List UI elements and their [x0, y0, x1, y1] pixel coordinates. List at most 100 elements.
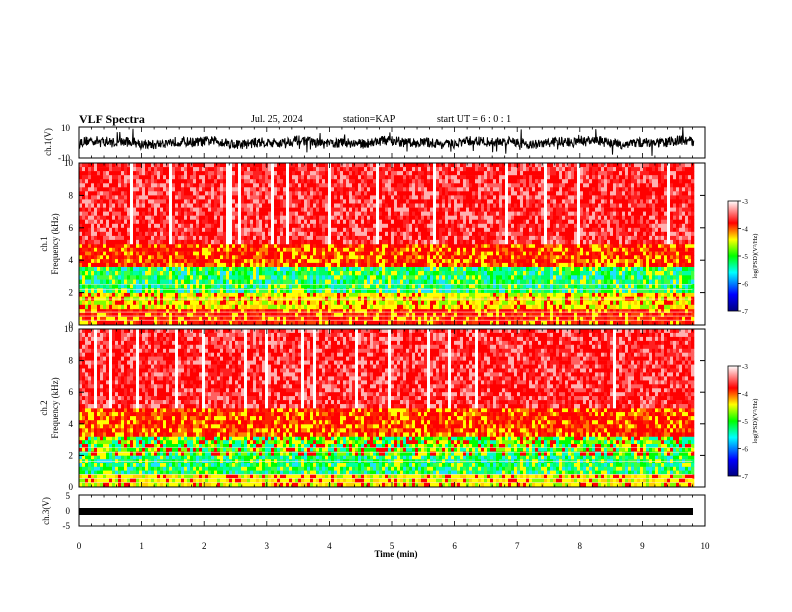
spectrogram-cell	[424, 236, 427, 240]
spectrogram-cell	[397, 175, 400, 179]
spectrogram-cell	[331, 240, 334, 244]
spectrogram-cell	[214, 191, 217, 195]
spectrogram-cell	[397, 236, 400, 240]
spectrogram-cell	[301, 220, 304, 224]
spectrogram-cell	[355, 204, 358, 208]
spectrogram-cell	[193, 280, 196, 285]
spectrogram-cell	[124, 195, 127, 199]
spectrogram-cell	[115, 220, 118, 224]
spectrogram-cell	[124, 163, 127, 167]
spectrogram-cell	[295, 248, 298, 252]
spectrogram-cell	[421, 199, 424, 203]
spectrogram-cell	[259, 305, 262, 309]
spectrogram-cell	[214, 228, 217, 232]
spectrogram-cell	[94, 167, 97, 171]
spectrogram-cell	[157, 208, 160, 212]
spectrogram-cell	[133, 183, 136, 187]
spectrogram-cell	[265, 252, 268, 256]
spectrogram-cell	[388, 228, 391, 232]
spectrogram-cell	[373, 167, 376, 171]
spectrogram-cell	[139, 195, 142, 199]
spectrogram-cell	[136, 271, 139, 276]
spectrogram-cell	[172, 313, 175, 317]
spectrogram-cell	[346, 267, 349, 272]
spectrogram-cell	[355, 244, 358, 248]
spectrogram-cell	[439, 212, 442, 216]
spectrogram-cell	[100, 313, 103, 317]
spectrogram-cell	[346, 309, 349, 313]
spectrogram-cell	[427, 199, 430, 203]
spectrogram-cell	[409, 248, 412, 252]
spectrogram-cell	[238, 255, 241, 259]
spectrogram-cell	[220, 280, 223, 285]
spectrogram-cell	[391, 216, 394, 220]
spectrogram-cell	[85, 301, 88, 305]
spectrogram-cell	[193, 255, 196, 259]
spectrogram-cell	[121, 167, 124, 171]
spectrogram-cell	[268, 248, 271, 252]
spectrogram-cell	[115, 317, 118, 321]
spectrogram-cell	[304, 313, 307, 317]
spectrogram-cell	[394, 317, 397, 321]
spectrogram-cell	[112, 293, 115, 297]
spectrogram-cell	[247, 240, 250, 244]
spectrogram-cell	[370, 313, 373, 317]
spectrogram-cell	[175, 259, 178, 263]
spectrogram-cell	[193, 195, 196, 199]
spectrogram-cell	[127, 163, 130, 167]
spectrogram-cell	[289, 293, 292, 297]
spectrogram-cell	[148, 280, 151, 285]
spectrogram-cell	[406, 232, 409, 236]
spectrogram-cell	[193, 232, 196, 236]
spectrogram-cell	[166, 183, 169, 187]
spectrogram-cell	[154, 224, 157, 228]
spectrogram-cell	[340, 183, 343, 187]
spectrogram-cell	[442, 228, 445, 232]
spectrogram-cell	[391, 293, 394, 297]
spectrogram-cell	[415, 191, 418, 195]
spectrogram-cell	[373, 248, 376, 252]
spectrogram-cell	[268, 163, 271, 167]
spectrogram-cell	[298, 280, 301, 285]
spectrogram-cell	[244, 313, 247, 317]
spectrogram-cell	[274, 252, 277, 256]
spectrogram-cell	[103, 244, 106, 248]
spectrogram-cell	[247, 212, 250, 216]
spectrogram-cell	[241, 280, 244, 285]
spectrogram-cell	[325, 267, 328, 272]
spectrogram-cell	[382, 183, 385, 187]
spectrogram-cell	[211, 280, 214, 285]
spectrogram-cell	[157, 288, 160, 293]
spectrogram-cell	[319, 187, 322, 191]
spectrogram-cell	[142, 204, 145, 208]
spectrogram-cell	[115, 301, 118, 305]
spectrogram-cell	[250, 228, 253, 232]
spectrogram-cell	[85, 280, 88, 285]
spectrogram-cell	[403, 267, 406, 272]
spectrogram-cell	[91, 216, 94, 220]
spectrogram-cell	[298, 236, 301, 240]
spectrogram-cell	[382, 171, 385, 175]
spectrogram-cell	[139, 204, 142, 208]
spectrogram-cell	[379, 255, 382, 259]
spectrogram-cell	[427, 195, 430, 199]
spectrogram-cell	[382, 204, 385, 208]
spectrogram-cell	[262, 288, 265, 293]
spectrogram-cell	[178, 204, 181, 208]
spectrogram-cell	[253, 212, 256, 216]
spectrogram-cell	[121, 317, 124, 321]
spectrogram-cell	[133, 288, 136, 293]
spectrogram-cell	[307, 263, 310, 267]
spectrogram-cell	[223, 208, 226, 212]
spectrogram-cell	[325, 208, 328, 212]
spectrogram-cell	[235, 248, 238, 252]
spectrogram-cell	[211, 313, 214, 317]
spectrogram-cell	[97, 232, 100, 236]
spectrogram-cell	[313, 244, 316, 248]
spectrogram-cell	[220, 236, 223, 240]
spectrogram-cell	[325, 248, 328, 252]
spectrogram-cell	[367, 224, 370, 228]
spectrogram-cell	[145, 309, 148, 313]
spectrogram-cell	[409, 259, 412, 263]
spectrogram-cell	[250, 220, 253, 224]
